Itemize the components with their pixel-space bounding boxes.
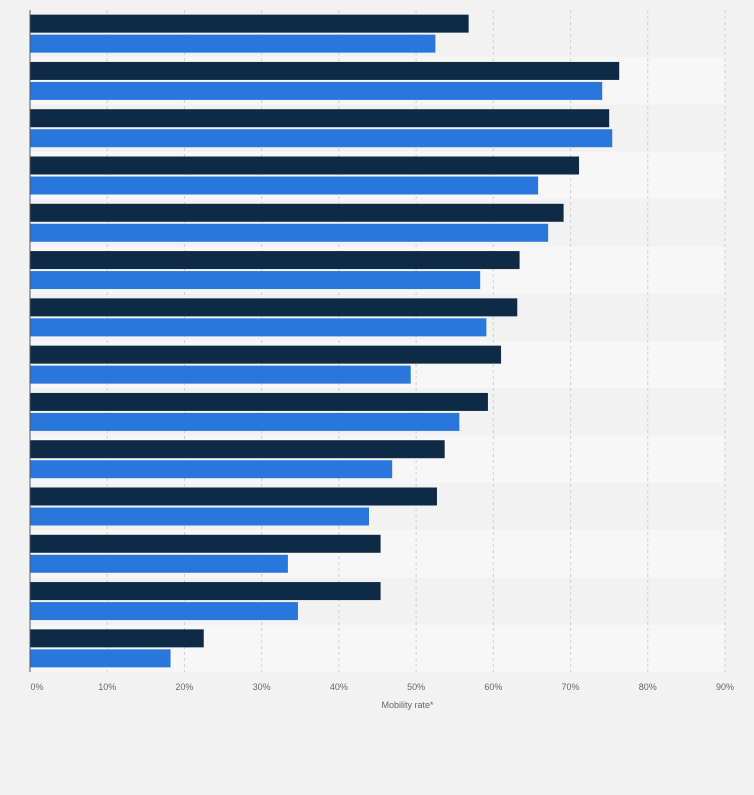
x-tick-label: 70% xyxy=(562,682,580,692)
bar-series-2[interactable] xyxy=(30,554,288,573)
bar-series-1[interactable] xyxy=(30,582,381,601)
bar-series-1[interactable] xyxy=(30,156,580,175)
bar-series-2[interactable] xyxy=(30,34,436,53)
bar-series-2[interactable] xyxy=(30,129,613,148)
x-tick-label: 90% xyxy=(716,682,734,692)
x-tick-label: 80% xyxy=(639,682,657,692)
bar-series-1[interactable] xyxy=(30,629,204,648)
bars xyxy=(30,14,620,668)
x-tick-label: 20% xyxy=(175,682,193,692)
bar-series-1[interactable] xyxy=(30,298,518,317)
bar-series-2[interactable] xyxy=(30,460,393,479)
bar-series-2[interactable] xyxy=(30,318,487,337)
bar-series-1[interactable] xyxy=(30,440,445,459)
bar-series-1[interactable] xyxy=(30,487,437,506)
x-tick-label: 10% xyxy=(98,682,116,692)
bar-series-2[interactable] xyxy=(30,365,411,384)
x-tick-label: 40% xyxy=(330,682,348,692)
bar-series-1[interactable] xyxy=(30,14,469,33)
x-tick-labels: 0% 10% 20% 30% 40% 50% 60% 70% 80% 90% xyxy=(30,682,734,692)
bar-series-1[interactable] xyxy=(30,203,564,222)
bar-series-2[interactable] xyxy=(30,412,460,431)
bar-series-2[interactable] xyxy=(30,271,481,290)
bar-series-2[interactable] xyxy=(30,649,171,668)
bar-series-1[interactable] xyxy=(30,251,520,270)
bar-series-2[interactable] xyxy=(30,223,549,242)
bar-series-1[interactable] xyxy=(30,534,381,553)
bar-series-2[interactable] xyxy=(30,602,298,621)
bar-series-2[interactable] xyxy=(30,507,370,526)
bar-series-1[interactable] xyxy=(30,345,502,364)
bar-series-2[interactable] xyxy=(30,176,539,195)
x-tick-label: 60% xyxy=(484,682,502,692)
x-tick-label: 50% xyxy=(407,682,425,692)
x-tick-label: 30% xyxy=(253,682,271,692)
x-axis-label: Mobility rate* xyxy=(381,700,434,710)
bar-series-2[interactable] xyxy=(30,81,603,100)
bar-series-1[interactable] xyxy=(30,109,610,128)
bar-series-1[interactable] xyxy=(30,61,620,80)
x-tick-label: 0% xyxy=(30,682,43,692)
bar-series-1[interactable] xyxy=(30,392,488,411)
